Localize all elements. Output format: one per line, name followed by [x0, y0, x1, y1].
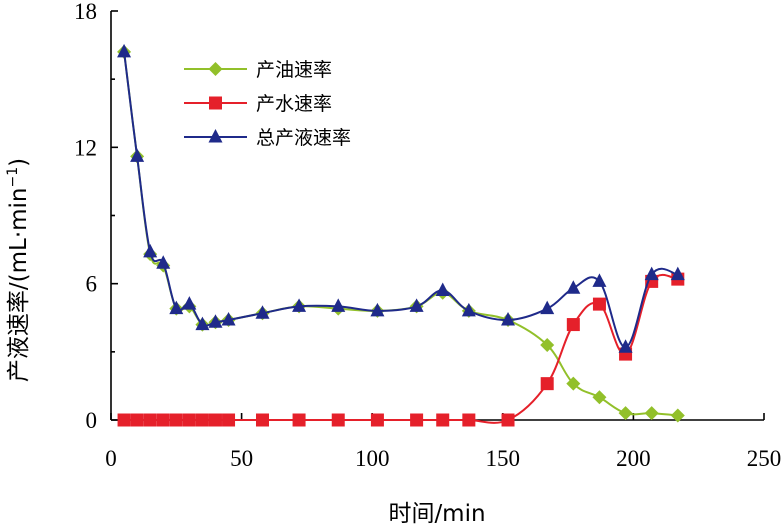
series-oil-point: [592, 390, 607, 405]
series-total-point: [461, 302, 476, 317]
series-water-point: [182, 413, 196, 427]
series-total-point: [409, 298, 424, 312]
series-oil-line: [123, 51, 678, 417]
series-water-point: [130, 413, 144, 427]
y-axis-title-close: ): [6, 158, 32, 167]
series-total-point: [143, 243, 158, 258]
series-oil: [117, 44, 685, 423]
legend-marker-water: [209, 96, 222, 110]
series-total-point: [670, 266, 685, 281]
series-total-point: [156, 255, 171, 269]
series-layer: [117, 43, 685, 427]
series-water-point: [143, 413, 157, 427]
x-tick-label: 150: [486, 446, 521, 471]
series-water-point: [222, 413, 236, 427]
series-water-point: [169, 413, 183, 427]
x-tick-label: 100: [355, 446, 390, 471]
y-tick-label: 18: [74, 0, 97, 24]
series-water-point: [501, 413, 515, 427]
y-tick-label: 6: [86, 272, 98, 297]
series-total-point: [370, 302, 385, 317]
series-total-point: [501, 312, 516, 326]
x-tick-label: 250: [747, 446, 782, 471]
series-total-point: [130, 148, 145, 162]
series-water-point: [540, 377, 554, 391]
series-oil-point: [566, 376, 581, 391]
series-water-point: [156, 413, 170, 427]
series-water-point: [117, 413, 131, 427]
series-water-point: [566, 318, 580, 332]
series-total-point: [435, 282, 450, 296]
series-total-point: [292, 298, 307, 312]
x-tick-label: 0: [105, 446, 117, 471]
series-total-point: [644, 266, 659, 281]
series-oil-point: [540, 338, 555, 353]
legend-label-water: 产水速率: [256, 93, 332, 115]
y-axis-title-main: 产液速率/(mL·min: [6, 188, 32, 383]
series-total-point: [169, 300, 184, 315]
axes: 0 6 12 18 0 50 100 150 200 250: [74, 0, 781, 471]
series-water-point: [331, 413, 345, 427]
legend-marker-oil: [208, 62, 223, 76]
series-total-point: [255, 305, 270, 319]
series-water-point: [370, 413, 384, 427]
series-total-point: [618, 339, 633, 353]
series-oil-point: [644, 406, 659, 421]
series-oil-point: [670, 408, 685, 423]
series-water-point: [410, 413, 424, 427]
y-axis-title: 产液速率/(mL·min−1): [5, 158, 32, 382]
series-total-point: [592, 273, 607, 287]
y-tick-label: 0: [86, 408, 98, 433]
series-water-point: [208, 413, 222, 427]
legend-label-total: 总产液速率: [256, 127, 351, 149]
series-total-point: [208, 314, 223, 328]
series-total-point: [540, 300, 555, 315]
y-tick-label: 12: [74, 135, 97, 160]
series-total-point: [195, 316, 210, 331]
y-axis-title-superscript: −1: [5, 167, 21, 188]
series-total-point: [221, 312, 236, 326]
series-oil-point: [618, 406, 633, 421]
series-water-point: [195, 413, 209, 427]
series-total: [117, 43, 685, 353]
series-water-point: [255, 413, 269, 427]
series-water-point: [462, 413, 476, 427]
series-total-point: [182, 296, 197, 310]
legend-label-oil: 产油速率: [256, 59, 332, 81]
series-water-point: [436, 413, 450, 427]
series-water-point: [592, 297, 606, 311]
series-total-point: [566, 280, 581, 294]
series-total-point: [117, 43, 132, 58]
series-water-line: [124, 273, 678, 424]
x-tick-label: 50: [230, 446, 253, 471]
x-axis-title: 时间/min: [388, 501, 485, 527]
x-tick-label: 200: [616, 446, 651, 471]
legend-marker-total: [208, 129, 223, 143]
series-total-point: [331, 298, 346, 312]
series-water-point: [292, 413, 306, 427]
